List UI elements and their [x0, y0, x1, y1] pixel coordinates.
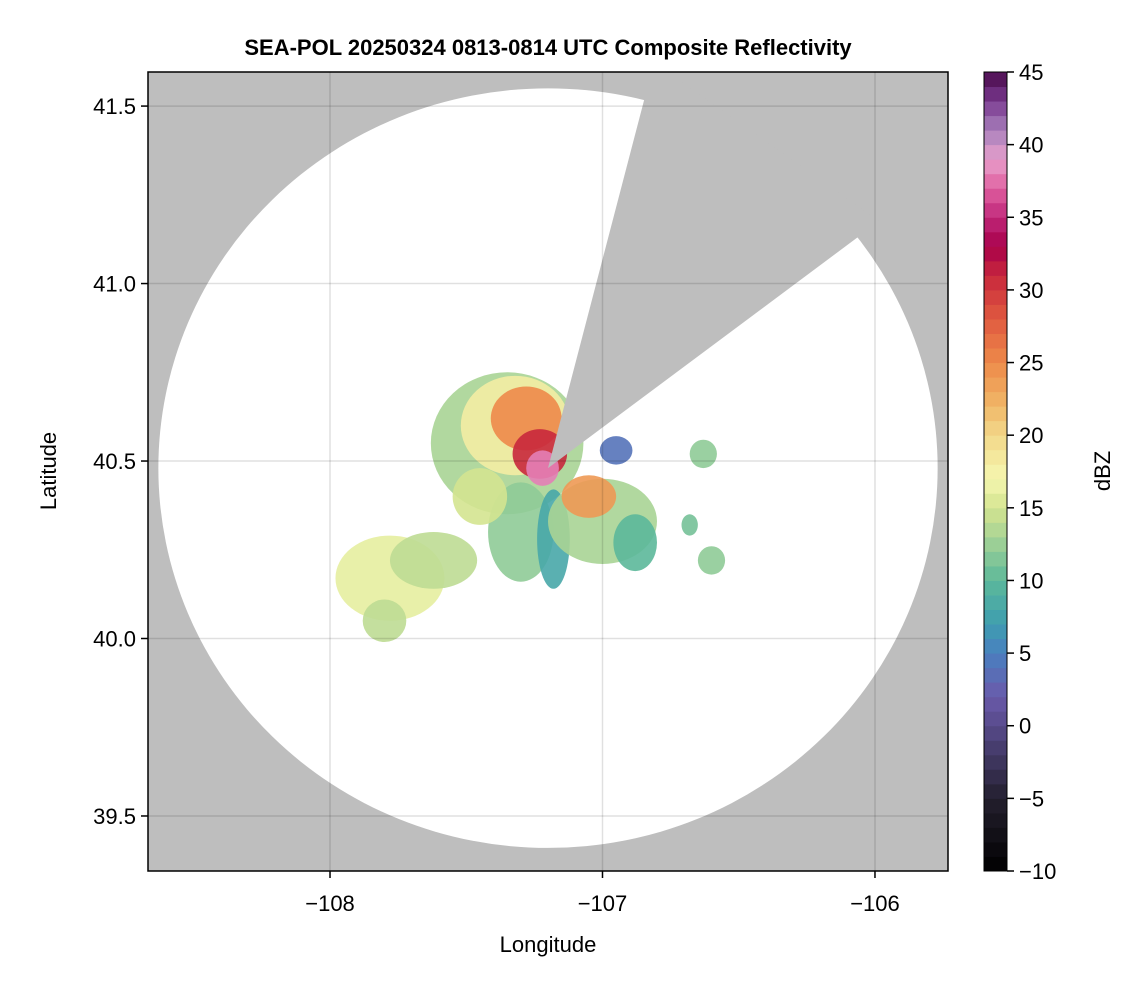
x-axis-label: Longitude	[500, 932, 597, 957]
colorbar-band	[984, 217, 1007, 233]
colorbar-band	[984, 827, 1007, 843]
colorbar-band	[984, 188, 1007, 204]
colorbar-band	[984, 594, 1007, 611]
colorbar-band	[984, 246, 1007, 262]
colorbar-band	[984, 783, 1007, 799]
x-tick-label: −107	[578, 891, 628, 916]
colorbar-band	[984, 101, 1007, 117]
colorbar-band	[984, 507, 1007, 523]
y-axis-label: Latitude	[36, 432, 61, 510]
y-tick-label: 41.5	[93, 94, 136, 119]
colorbar-band	[984, 362, 1007, 378]
y-tick-label: 39.5	[93, 804, 136, 829]
colorbar-label: dBZ	[1090, 451, 1115, 491]
colorbar-band	[984, 289, 1007, 305]
colorbar-tick-label: 40	[1019, 133, 1043, 158]
colorbar-band	[984, 420, 1007, 436]
colorbar-band	[984, 740, 1007, 756]
y-tick-label: 40.0	[93, 627, 136, 652]
axes: −108 −107 −106 39.5 40.0 40.5 41.0 41.5	[93, 94, 900, 916]
colorbar-band	[984, 682, 1007, 698]
colorbar-band	[984, 377, 1007, 393]
y-tick-label: 40.5	[93, 449, 136, 474]
colorbar-band	[984, 333, 1007, 349]
colorbar-band	[984, 580, 1007, 596]
colorbar-band	[984, 159, 1007, 175]
colorbar-tick-label: 35	[1019, 205, 1043, 230]
colorbar-band	[984, 144, 1007, 160]
colorbar-tick-label: 45	[1019, 60, 1043, 85]
colorbar-band	[984, 565, 1007, 581]
colorbar-band	[984, 667, 1007, 683]
colorbar-band	[984, 304, 1007, 320]
x-tick-label: −108	[305, 891, 355, 916]
colorbar-tick-label: 25	[1019, 351, 1043, 376]
colorbar-band	[984, 696, 1007, 712]
colorbar-tick-label: 15	[1019, 496, 1043, 521]
colorbar-band	[984, 711, 1007, 727]
colorbar-band	[984, 449, 1007, 465]
colorbar-tick-label: 0	[1019, 714, 1031, 739]
colorbar-band	[984, 798, 1007, 814]
colorbar-band	[984, 624, 1007, 640]
reflectivity-echo	[452, 468, 508, 525]
colorbar-tick-label: 20	[1019, 423, 1043, 448]
colorbar-band	[984, 856, 1007, 872]
reflectivity-echo	[599, 436, 633, 465]
reflectivity-echo	[689, 439, 717, 469]
colorbar-band	[984, 130, 1007, 146]
colorbar-band	[984, 391, 1007, 407]
reflectivity-echo	[681, 514, 698, 536]
colorbar-band	[984, 609, 1007, 625]
colorbar-band	[984, 812, 1007, 828]
colorbar-tick-label: 10	[1019, 568, 1043, 593]
reflectivity-echo	[697, 546, 726, 575]
reflectivity-echo	[561, 475, 617, 518]
colorbar-band	[984, 260, 1007, 276]
colorbar-band	[984, 72, 1007, 88]
colorbar-band	[984, 478, 1007, 494]
plot-frame	[147, 71, 949, 872]
colorbar-band	[984, 536, 1007, 552]
colorbar-band	[984, 551, 1007, 567]
colorbar-band	[984, 754, 1007, 770]
colorbar-band	[984, 86, 1007, 102]
reflectivity-echo	[613, 514, 657, 572]
colorbar-tick-label: −5	[1019, 786, 1044, 811]
colorbar-band	[984, 464, 1007, 480]
reflectivity-echo	[362, 599, 407, 643]
colorbar-band	[984, 202, 1007, 218]
colorbar-frame	[983, 71, 1008, 872]
colorbar-band	[984, 725, 1007, 741]
colorbar-band	[984, 522, 1007, 538]
colorbar-band	[984, 406, 1007, 422]
chart-title: SEA-POL 20250324 0813-0814 UTC Composite…	[244, 35, 852, 60]
colorbar-band	[984, 638, 1007, 654]
y-tick-label: 41.0	[93, 272, 136, 297]
colorbar-band	[984, 348, 1007, 364]
colorbar-band	[984, 841, 1007, 857]
x-tick-label: −106	[850, 891, 900, 916]
colorbar-tick-label: 30	[1019, 278, 1043, 303]
colorbar-band	[984, 318, 1007, 334]
colorbar-band	[984, 231, 1007, 247]
colorbar-band	[984, 493, 1007, 509]
colorbar-tick-label: −10	[1019, 859, 1056, 884]
colorbar: −10 −5 0 5 10 15 20 25 30 35 40 45	[983, 60, 1056, 884]
plot-area	[148, 72, 948, 871]
colorbar-band	[984, 653, 1007, 669]
colorbar-band	[984, 435, 1007, 451]
colorbar-band	[984, 769, 1007, 785]
colorbar-tick-label: 5	[1019, 641, 1031, 666]
blocked-sector	[548, 72, 880, 469]
colorbar-band	[984, 275, 1007, 291]
reflectivity-echo	[389, 532, 478, 589]
colorbar-band	[984, 173, 1007, 189]
colorbar-band	[984, 115, 1007, 131]
